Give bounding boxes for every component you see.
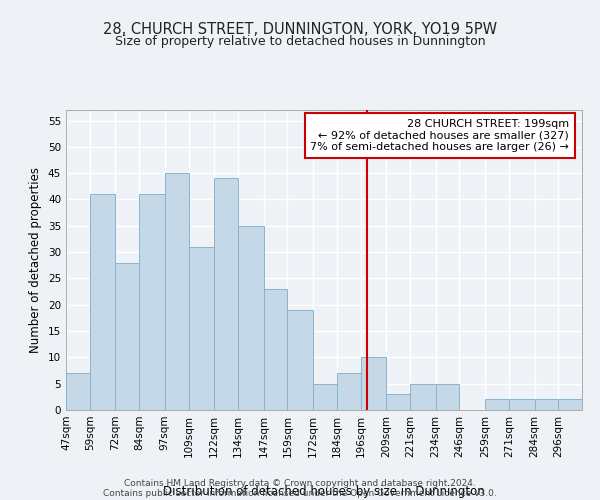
Bar: [115, 262, 139, 410]
Bar: [361, 358, 386, 410]
Bar: [485, 400, 509, 410]
Bar: [264, 289, 287, 410]
Bar: [139, 194, 165, 410]
Bar: [188, 247, 214, 410]
Bar: [509, 400, 535, 410]
Bar: [386, 394, 410, 410]
Bar: [287, 310, 313, 410]
Bar: [558, 400, 582, 410]
Bar: [337, 373, 361, 410]
Bar: [238, 226, 264, 410]
Text: 28, CHURCH STREET, DUNNINGTON, YORK, YO19 5PW: 28, CHURCH STREET, DUNNINGTON, YORK, YO1…: [103, 22, 497, 38]
Bar: [214, 178, 238, 410]
Bar: [410, 384, 436, 410]
Bar: [535, 400, 558, 410]
Text: Size of property relative to detached houses in Dunnington: Size of property relative to detached ho…: [115, 35, 485, 48]
Text: Contains HM Land Registry data © Crown copyright and database right 2024.: Contains HM Land Registry data © Crown c…: [124, 478, 476, 488]
Bar: [90, 194, 115, 410]
Bar: [436, 384, 460, 410]
Text: Contains public sector information licensed under the Open Government Licence v3: Contains public sector information licen…: [103, 488, 497, 498]
Bar: [165, 173, 188, 410]
Bar: [313, 384, 337, 410]
Y-axis label: Number of detached properties: Number of detached properties: [29, 167, 43, 353]
Text: 28 CHURCH STREET: 199sqm
← 92% of detached houses are smaller (327)
7% of semi-d: 28 CHURCH STREET: 199sqm ← 92% of detach…: [310, 119, 569, 152]
Bar: [66, 373, 90, 410]
X-axis label: Distribution of detached houses by size in Dunnington: Distribution of detached houses by size …: [163, 485, 485, 498]
